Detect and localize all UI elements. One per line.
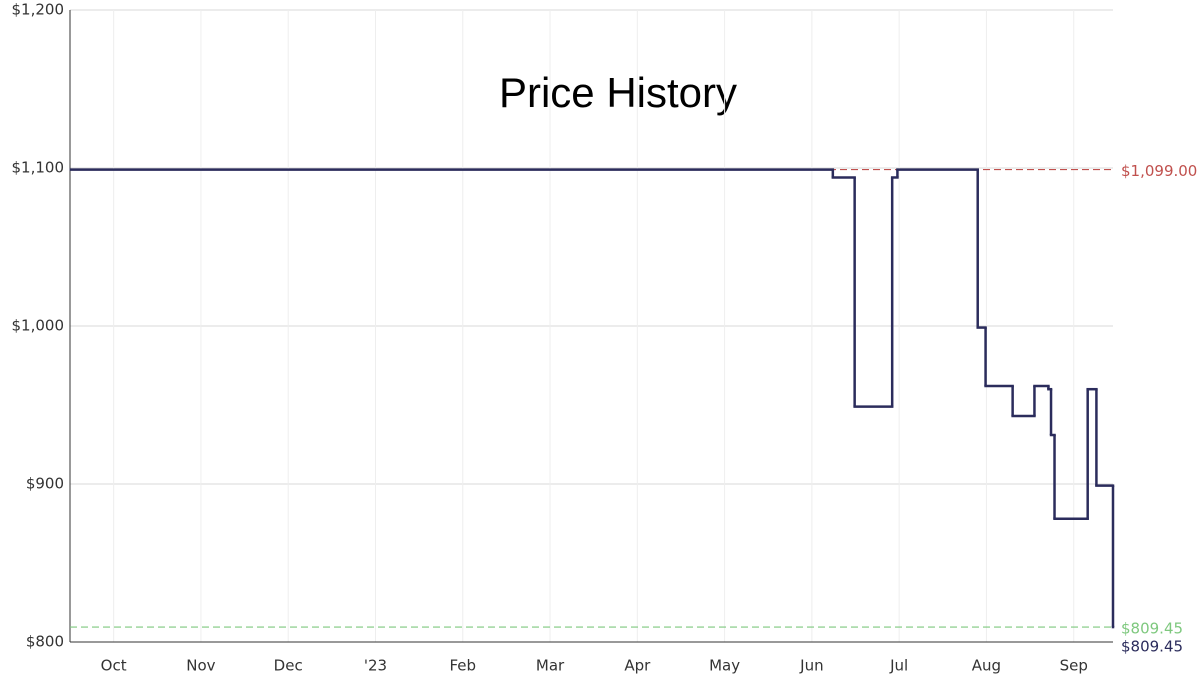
x-tick-label: Nov bbox=[186, 657, 215, 675]
y-tick-label: $1,200 bbox=[12, 1, 65, 19]
x-tick-label: May bbox=[709, 657, 740, 675]
x-tick-label: '23 bbox=[364, 657, 387, 675]
x-tick-label: Feb bbox=[449, 657, 476, 675]
reference-label: $809.45 bbox=[1121, 620, 1183, 638]
chart-title: Price History bbox=[499, 69, 737, 116]
x-tick-label: Dec bbox=[274, 657, 303, 675]
x-tick-label: Jun bbox=[799, 657, 823, 675]
x-tick-label: Jul bbox=[889, 657, 908, 675]
y-tick-label: $800 bbox=[26, 633, 64, 651]
y-tick-label: $1,100 bbox=[12, 159, 65, 177]
x-tick-label: Aug bbox=[972, 657, 1001, 675]
x-tick-label: Sep bbox=[1060, 657, 1088, 675]
x-tick-label: Apr bbox=[624, 657, 651, 675]
y-tick-label: $1,000 bbox=[12, 317, 65, 335]
y-tick-label: $900 bbox=[26, 475, 64, 493]
reference-label: $1,099.00 bbox=[1121, 162, 1197, 180]
x-tick-label: Oct bbox=[101, 657, 127, 675]
current-price-label: $809.45 bbox=[1121, 638, 1183, 656]
x-tick-label: Mar bbox=[536, 657, 565, 675]
